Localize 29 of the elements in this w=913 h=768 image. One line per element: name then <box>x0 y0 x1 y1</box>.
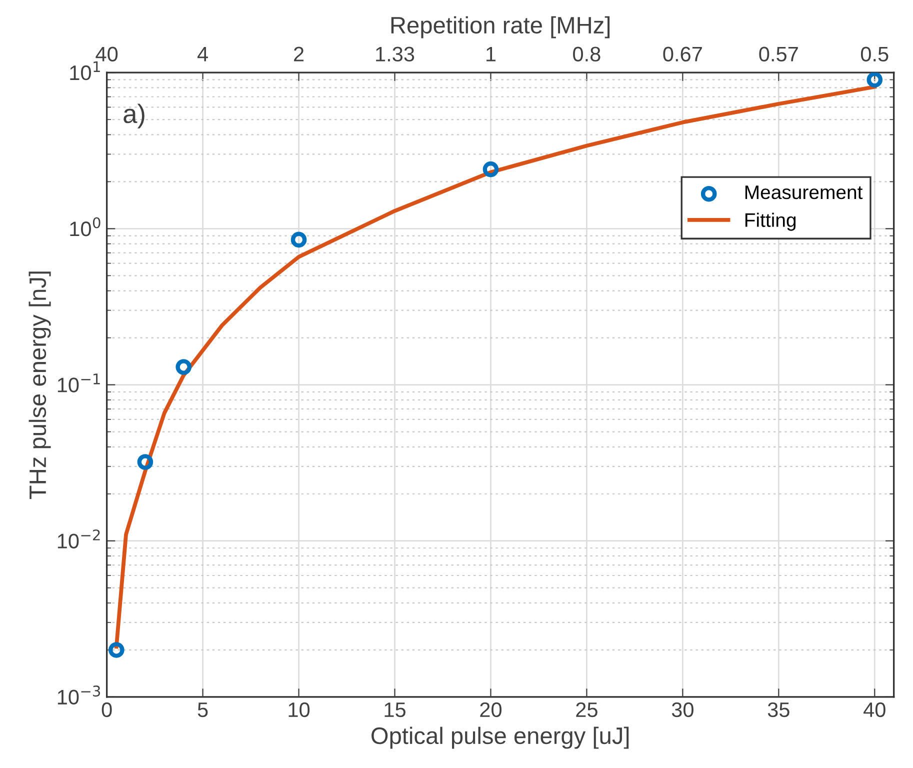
x-tick-label: 15 <box>384 702 406 718</box>
legend-label: Fitting <box>745 212 796 231</box>
x-tick-label: 40 <box>864 702 886 718</box>
y-tick-label: 10$^{−2}$ <box>58 529 100 548</box>
x-tick-label: 5 <box>198 702 208 718</box>
y-axis-title: THz pulse energy [nJ] <box>28 272 51 500</box>
y-tick-label: 10$^{0}$ <box>70 217 100 236</box>
annotation: a) <box>124 104 144 128</box>
text: 40 <box>96 46 118 62</box>
x-tick-label: 30 <box>672 702 694 718</box>
y-tick-label: 10$^{−3}$ <box>58 686 100 705</box>
text: 2 <box>294 46 304 62</box>
legend-label: Measurement <box>745 186 863 200</box>
text: 1 <box>486 46 496 62</box>
text: 0.8 <box>573 46 600 62</box>
y-tick-label: 10$^{−1}$ <box>58 374 100 392</box>
y-tick-label: 10$^{1}$ <box>70 61 100 80</box>
x-axis-title: Optical pulse energy [uJ] <box>372 726 629 749</box>
text: 0.67 <box>663 46 702 62</box>
x2-axis-title: Repetition rate [MHz] <box>391 16 610 38</box>
x-tick-label: 25 <box>576 702 598 718</box>
text: 0.5 <box>860 46 888 62</box>
text: 4 <box>197 46 208 62</box>
text: 1.33 <box>376 46 414 62</box>
x-tick-label: 35 <box>768 702 790 718</box>
x-tick-label: 0 <box>102 702 112 718</box>
x-tick-label: 20 <box>480 702 502 718</box>
text: 0.57 <box>759 46 798 62</box>
x-tick-label: 10 <box>288 702 310 718</box>
